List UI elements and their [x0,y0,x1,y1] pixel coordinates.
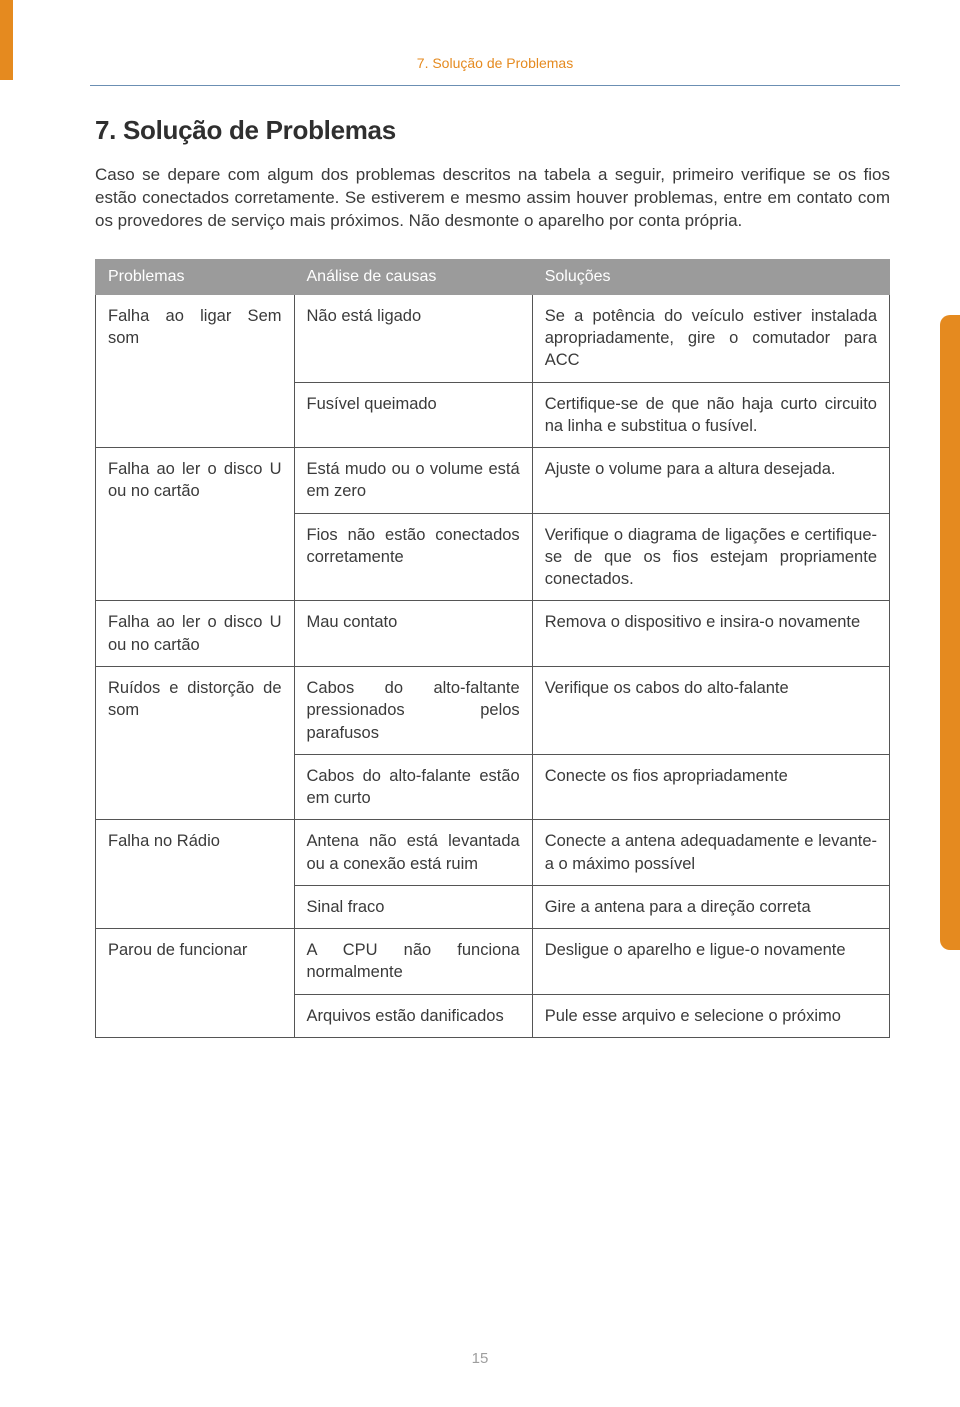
cell-solution: Desligue o aparelho e ligue-o novamente [532,929,889,995]
cell-problem: Parou de funcionar [96,929,295,1038]
cell-solution: Conecte os fios apropriadamente [532,754,889,820]
cell-problem: Falha no Rádio [96,820,295,929]
cell-solution: Conecte a antena adequadamente e levante… [532,820,889,886]
table-row: Falha ao ligar Sem somNão está ligadoSe … [96,294,890,382]
table-row: Falha ao ler o disco U ou no cartãoMau c… [96,601,890,667]
cell-solution: Remova o dispositivo e insira-o novament… [532,601,889,667]
cell-solution: Gire a antena para a direção correta [532,885,889,928]
table-header-row: Problemas Análise de causas Soluções [96,259,890,294]
cell-solution: Verifique o diagrama de ligações e certi… [532,513,889,601]
col-header-causes: Análise de causas [294,259,532,294]
cell-cause: Antena não está levantada ou a conexão e… [294,820,532,886]
col-header-solutions: Soluções [532,259,889,294]
cell-solution: Se a potência do veículo estiver instala… [532,294,889,382]
cell-solution: Verifique os cabos do alto-falante [532,667,889,755]
cell-solution: Pule esse arquivo e selecione o próximo [532,994,889,1037]
cell-problem: Falha ao ler o disco U ou no cartão [96,448,295,601]
cell-problem: Falha ao ligar Sem som [96,294,295,447]
main-content: 7. Solução de Problemas Caso se depare c… [95,115,890,1038]
cell-cause: Fusível queimado [294,382,532,448]
troubleshooting-table: Problemas Análise de causas Soluções Fal… [95,259,890,1038]
table-body: Falha ao ligar Sem somNão está ligadoSe … [96,294,890,1037]
cell-cause: Cabos do alto-faltante pressionados pelo… [294,667,532,755]
page-header: 7. Solução de Problemas [90,55,900,86]
cell-cause: Fios não estão conectados corretamente [294,513,532,601]
table-row: Falha ao ler o disco U ou no cartãoEstá … [96,448,890,514]
cell-solution: Certifique-se de que não haja curto circ… [532,382,889,448]
table-row: Ruídos e distorção de somCabos do alto-f… [96,667,890,755]
cell-solution: Ajuste o volume para a altura desejada. [532,448,889,514]
cell-cause: Arquivos estão danificados [294,994,532,1037]
cell-cause: Cabos do alto-falante estão em curto [294,754,532,820]
cell-cause: Mau contato [294,601,532,667]
section-title: 7. Solução de Problemas [95,115,890,146]
cell-cause: Sinal fraco [294,885,532,928]
table-row: Falha no RádioAntena não está levantada … [96,820,890,886]
page-number: 15 [0,1350,960,1367]
left-accent-bar [0,0,13,80]
cell-problem: Falha ao ler o disco U ou no cartão [96,601,295,667]
table-row: Parou de funcionarA CPU não funciona nor… [96,929,890,995]
col-header-problems: Problemas [96,259,295,294]
right-accent-tab [940,315,960,950]
intro-paragraph: Caso se depare com algum dos problemas d… [95,164,890,233]
cell-cause: Não está ligado [294,294,532,382]
cell-cause: A CPU não funciona normalmente [294,929,532,995]
cell-cause: Está mudo ou o volume está em zero [294,448,532,514]
cell-problem: Ruídos e distorção de som [96,667,295,820]
